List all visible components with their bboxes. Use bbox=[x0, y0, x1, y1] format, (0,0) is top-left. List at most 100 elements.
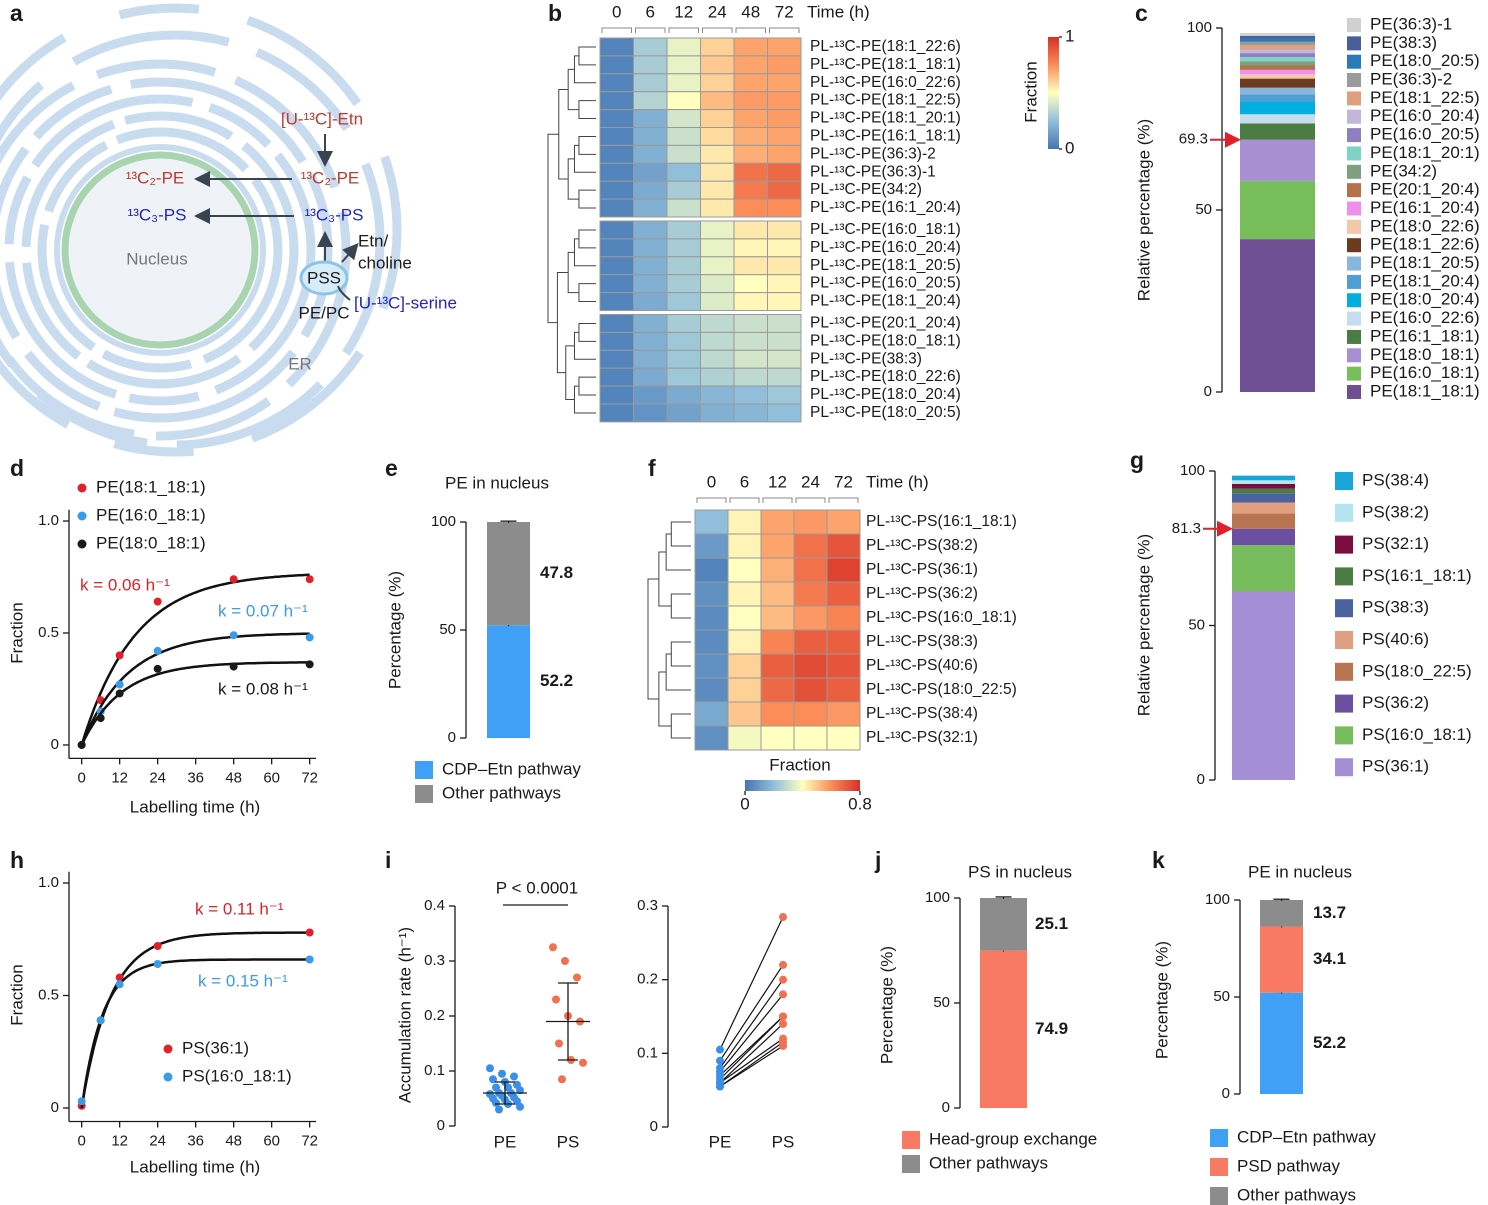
x-axis-label: Labelling time (h) bbox=[130, 1157, 260, 1176]
legend-label: PE(18:1_20:5) bbox=[1370, 253, 1480, 272]
heatmap-cell bbox=[733, 331, 768, 351]
legend-label: PS(16:1_18:1) bbox=[1362, 566, 1472, 585]
legend-swatch bbox=[1347, 128, 1361, 143]
bar-segment bbox=[1240, 87, 1315, 95]
heatmap-cell bbox=[727, 653, 762, 679]
heatmap-cell bbox=[633, 238, 668, 258]
y-tick-label: 100 bbox=[431, 513, 456, 530]
column-label: 24 bbox=[708, 2, 727, 21]
data-point bbox=[716, 1045, 724, 1054]
row-label: PL-¹³C-PE(16:1_18:1) bbox=[810, 128, 961, 145]
heatmap-cell bbox=[694, 701, 729, 727]
data-point bbox=[115, 689, 124, 698]
legend-swatch bbox=[1335, 694, 1353, 713]
x-tick-label: 48 bbox=[225, 1132, 242, 1149]
x-tick-label: PS bbox=[557, 1132, 580, 1151]
legend-label: PE(16:1_20:4) bbox=[1370, 198, 1480, 217]
marker-label: 69.3 bbox=[1179, 131, 1208, 148]
data-point bbox=[489, 1075, 497, 1084]
legend-label: CDP–Etn pathway bbox=[442, 759, 581, 778]
row-label: PL-¹³C-PS(40:6) bbox=[866, 657, 978, 674]
row-label: PL-¹³C-PS(38:4) bbox=[866, 705, 978, 722]
legend-label: PE(18:0_22:6) bbox=[1370, 216, 1480, 235]
heatmap-cell bbox=[727, 605, 762, 631]
row-label: PL-¹³C-PS(38:2) bbox=[866, 537, 978, 554]
row-label: PL-¹³C-PE(18:1_18:1) bbox=[810, 56, 961, 73]
heatmap-cell bbox=[666, 91, 701, 111]
y-tick-label: 0.1 bbox=[637, 1044, 658, 1061]
legend-label: PE(18:1_22:6) bbox=[1370, 235, 1480, 254]
legend-swatch bbox=[1347, 219, 1361, 234]
legend-swatch bbox=[1347, 164, 1361, 179]
data-point bbox=[573, 973, 581, 982]
row-label: PL-¹³C-PE(18:1_20:1) bbox=[810, 110, 961, 127]
heatmap-cell bbox=[767, 331, 802, 351]
heatmap-cell bbox=[767, 292, 802, 312]
data-point bbox=[305, 633, 314, 642]
y-tick-label: 0 bbox=[942, 1099, 950, 1116]
chart-title: PS in nucleus bbox=[968, 862, 1072, 881]
x-axis-label: Time (h) bbox=[807, 2, 870, 21]
legend-swatch bbox=[415, 761, 433, 779]
row-label: PL-¹³C-PE(20:1_20:4) bbox=[810, 315, 961, 332]
heatmap-cell bbox=[760, 557, 795, 583]
panel-letter: e bbox=[385, 455, 398, 481]
row-label: PL-¹³C-PE(16:0_20:5) bbox=[810, 275, 961, 292]
heatmap-cell bbox=[633, 91, 668, 111]
legend-swatch bbox=[1347, 274, 1361, 289]
legend-label: PS(36:1) bbox=[1362, 757, 1429, 776]
y-axis-label: Percentage (%) bbox=[385, 571, 404, 689]
heatmap-cell bbox=[767, 162, 802, 182]
data-point bbox=[552, 995, 560, 1004]
column-label: 12 bbox=[768, 472, 787, 491]
heatmap-cell bbox=[733, 109, 768, 128]
heatmap-cell bbox=[633, 220, 668, 240]
row-label: PL-¹³C-PE(18:1_20:5) bbox=[810, 257, 961, 274]
y-axis-label: Percentage (%) bbox=[1152, 941, 1171, 1059]
dendrogram bbox=[573, 331, 596, 360]
data-point bbox=[779, 960, 787, 969]
legend-swatch bbox=[1347, 109, 1361, 124]
heatmap-cell bbox=[599, 349, 634, 369]
ps-er-label: ¹³C₃-PS bbox=[305, 205, 364, 224]
dendrogram bbox=[578, 229, 596, 249]
legend-label: Other pathways bbox=[442, 783, 561, 802]
legend-swatch bbox=[1335, 662, 1353, 681]
panel-letter: h bbox=[10, 847, 24, 873]
column-label: 12 bbox=[674, 2, 693, 21]
heatmap-cell bbox=[666, 314, 701, 333]
panel-letter: c bbox=[1135, 0, 1148, 26]
legend-swatch bbox=[1347, 18, 1361, 32]
column-bracket bbox=[828, 497, 859, 503]
legend-marker bbox=[163, 1072, 173, 1082]
legend-label: PE(18:0_20:5) bbox=[1370, 51, 1480, 70]
value-label: 25.1 bbox=[1035, 914, 1068, 933]
pepc-label: PE/PC bbox=[298, 303, 349, 322]
bar-segment bbox=[1240, 69, 1315, 75]
heatmap-cell bbox=[760, 701, 795, 727]
y-tick-label: 0 bbox=[650, 1118, 658, 1135]
heatmap-cell bbox=[700, 256, 735, 276]
data-point bbox=[153, 960, 162, 968]
bar-segment bbox=[1240, 78, 1315, 88]
colorbar-label: Fraction bbox=[1021, 61, 1040, 122]
legend-swatch bbox=[1335, 503, 1353, 522]
heatmap-cell bbox=[599, 238, 634, 258]
data-point bbox=[229, 631, 238, 640]
legend-label: PE(18:1_18:1) bbox=[1370, 381, 1480, 400]
y-tick-label: 0 bbox=[1204, 383, 1212, 400]
heatmap-cell bbox=[733, 220, 768, 240]
y-axis-label: Accumulation rate (h⁻¹) bbox=[395, 927, 414, 1103]
data-point bbox=[779, 975, 787, 984]
er-label: ER bbox=[288, 354, 312, 373]
heatmap-cell bbox=[826, 701, 861, 727]
bar-segment bbox=[1232, 488, 1295, 494]
y-tick-label: 0.3 bbox=[637, 897, 658, 914]
heatmap-cell bbox=[733, 367, 768, 387]
heatmap-cell bbox=[793, 629, 828, 655]
bar-segment bbox=[1232, 528, 1295, 546]
arrow bbox=[337, 285, 351, 301]
heatmap-cell bbox=[767, 256, 802, 276]
pss-label: PSS bbox=[307, 268, 341, 287]
